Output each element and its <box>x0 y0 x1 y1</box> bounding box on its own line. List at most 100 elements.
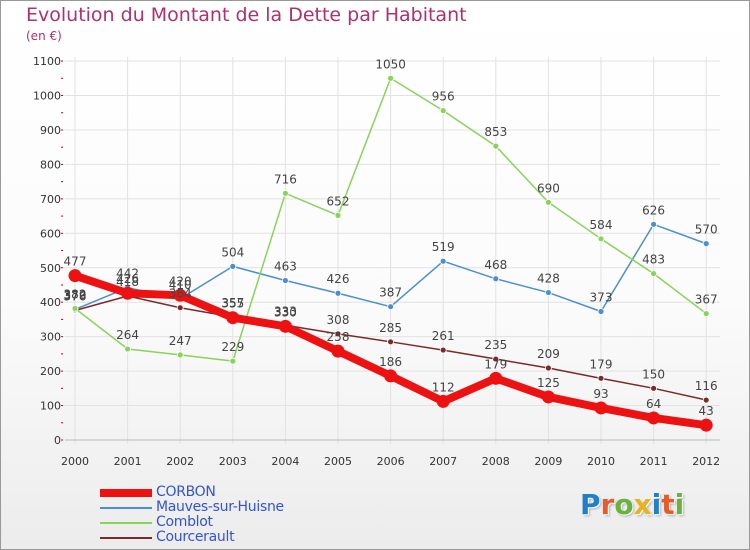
data-point <box>439 107 447 115</box>
data-label: 384 <box>169 287 192 301</box>
data-label: 264 <box>116 328 139 342</box>
axes: 0 100 200 300 400 500 600 700 800 900 1000 1100 2000… <box>33 55 720 468</box>
legend-swatch <box>100 500 152 515</box>
data-point <box>597 308 605 315</box>
data-label: 428 <box>537 272 560 286</box>
data-label: 330 <box>274 305 297 319</box>
data-label: 179 <box>484 357 507 371</box>
data-label: 43 <box>699 404 714 418</box>
data-point <box>176 304 184 312</box>
series-lines <box>68 74 713 432</box>
data-label: 956 <box>432 90 455 104</box>
data-label: 420 <box>169 274 192 288</box>
x-tick-label: 2003 <box>219 455 247 468</box>
y-tick-label: 200 <box>40 365 61 378</box>
data-label: 357 <box>221 296 244 310</box>
y-tick-label: 100 <box>40 400 61 413</box>
data-point <box>278 319 292 333</box>
data-point <box>281 189 289 197</box>
data-point <box>545 364 552 372</box>
data-label: 716 <box>274 172 297 186</box>
data-point <box>387 74 395 82</box>
data-point <box>281 277 289 284</box>
data-point <box>702 240 710 248</box>
y-tick-label: 1000 <box>33 90 61 103</box>
data-label: 418 <box>116 275 139 289</box>
chart-subtitle: (en €) <box>26 29 62 43</box>
data-point <box>439 346 447 354</box>
x-tick-label: 2004 <box>271 455 299 468</box>
data-point <box>597 374 605 382</box>
data-point <box>176 351 184 359</box>
data-point <box>594 401 608 415</box>
y-tick-label: 0 <box>54 434 61 447</box>
data-label: 229 <box>221 340 244 354</box>
data-point <box>650 384 657 392</box>
data-label: 285 <box>379 321 402 335</box>
data-label: 410 <box>169 278 192 292</box>
x-tick-label: 2009 <box>534 455 562 468</box>
data-label: 519 <box>432 240 455 254</box>
data-label: 379 <box>64 288 87 302</box>
data-label: 504 <box>221 245 244 259</box>
data-label: 626 <box>642 203 665 217</box>
data-point <box>545 198 552 206</box>
data-point <box>68 269 82 283</box>
data-label: 333 <box>274 304 297 318</box>
x-tick-label: 2012 <box>692 455 720 468</box>
data-label: 64 <box>646 397 661 411</box>
data-label: 355 <box>221 297 244 311</box>
x-tick-label: 2011 <box>640 455 668 468</box>
data-point <box>387 338 395 346</box>
data-label: 186 <box>379 355 402 369</box>
x-tick-label: 2005 <box>324 455 352 468</box>
line-chart: 0 100 200 300 400 500 600 700 800 900 1000 1100 2000… <box>33 55 720 468</box>
data-point <box>436 394 450 408</box>
y-tick-label: 700 <box>40 193 61 206</box>
y-tick-label: 600 <box>40 227 61 240</box>
data-label: 125 <box>537 376 560 390</box>
data-point <box>439 257 447 265</box>
data-label: 468 <box>484 258 507 272</box>
y-tick-label: 800 <box>40 158 61 171</box>
data-point <box>702 310 710 317</box>
data-point <box>647 411 661 425</box>
data-point <box>173 288 187 302</box>
data-point <box>334 289 342 297</box>
data-label: 387 <box>379 286 402 300</box>
legend-label: Courcerault <box>156 529 235 545</box>
data-label: 150 <box>642 367 665 381</box>
data-label: 483 <box>642 253 665 267</box>
y-tick-label: 900 <box>40 124 61 137</box>
data-label: 570 <box>695 223 718 237</box>
data-label: 853 <box>484 125 507 139</box>
x-tick-label: 2008 <box>482 455 510 468</box>
data-point <box>492 275 500 283</box>
data-point <box>384 369 398 383</box>
data-point <box>229 262 237 270</box>
legend-label: CORBON <box>156 484 216 500</box>
data-label: 235 <box>484 338 507 352</box>
y-tick-label: 1100 <box>33 55 61 68</box>
y-tick-label: 300 <box>40 331 61 344</box>
data-labels: 477 426 420 355 330 258 186 112 179 125 93 64 43 379 4… <box>64 57 718 418</box>
data-label: 247 <box>169 334 192 348</box>
data-point <box>331 344 345 358</box>
data-label: 1050 <box>375 57 406 71</box>
data-point <box>387 303 395 311</box>
data-point <box>650 270 657 278</box>
data-label: 308 <box>327 313 350 327</box>
y-tick-label: 500 <box>40 262 61 275</box>
data-label: 426 <box>116 272 139 286</box>
data-label: 690 <box>537 181 560 195</box>
data-label: 373 <box>590 291 613 305</box>
data-label: 442 <box>116 267 139 281</box>
data-point <box>492 142 500 150</box>
data-point <box>334 211 342 219</box>
gridlines <box>65 57 720 444</box>
data-label: 116 <box>695 379 718 393</box>
data-point <box>226 311 240 325</box>
data-point <box>334 330 342 338</box>
data-point <box>702 396 710 404</box>
data-point <box>489 371 503 385</box>
